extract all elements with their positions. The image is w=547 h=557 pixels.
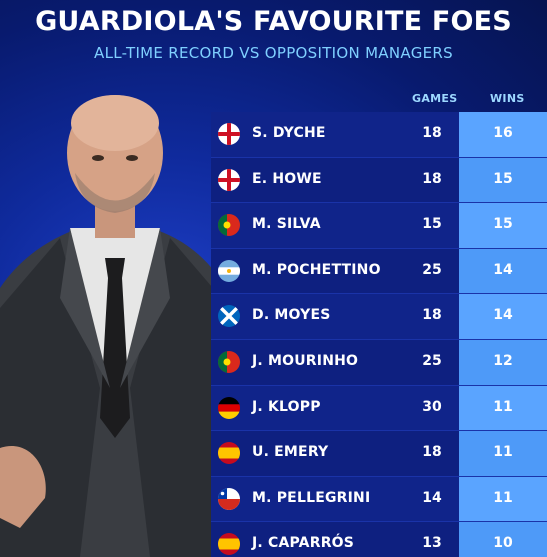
table-row: E. HOWE 18 15 bbox=[211, 156, 547, 203]
england-flag-icon bbox=[218, 168, 240, 191]
record-table: S. DYCHE 18 16 E. HOWE 18 15 M. SILVA 15… bbox=[211, 112, 547, 557]
manager-name: J. MOURINHO bbox=[252, 352, 359, 369]
games-value: 15 bbox=[422, 216, 442, 233]
table-row: M. PELLEGRINI 14 11 bbox=[211, 475, 547, 522]
wins-value: 16 bbox=[493, 125, 513, 141]
manager-name: M. PELLEGRINI bbox=[252, 489, 371, 506]
england-flag-icon bbox=[218, 123, 240, 145]
wins-value: 14 bbox=[493, 307, 513, 324]
table-row: J. CAPARRÓS 13 10 bbox=[211, 521, 547, 557]
spain-flag-icon bbox=[218, 533, 240, 556]
games-value: 18 bbox=[422, 170, 442, 187]
games-value: 13 bbox=[422, 535, 442, 552]
wins-cell: 16 bbox=[459, 112, 547, 157]
games-column-header: GAMES bbox=[412, 92, 458, 105]
table-row: J. KLOPP 30 11 bbox=[211, 384, 547, 431]
portugal-flag-icon bbox=[218, 214, 240, 237]
manager-name: U. EMERY bbox=[252, 444, 329, 461]
manager-name: M. POCHETTINO bbox=[252, 261, 381, 278]
wins-value: 11 bbox=[493, 398, 513, 415]
chile-flag-icon bbox=[218, 487, 240, 510]
wins-value: 15 bbox=[493, 216, 513, 233]
table-row: U. EMERY 18 11 bbox=[211, 430, 547, 476]
manager-name: S. DYCHE bbox=[252, 125, 326, 141]
table-row: D. MOYES 18 14 bbox=[211, 293, 547, 339]
manager-name: M. SILVA bbox=[252, 216, 321, 233]
wins-cell: 15 bbox=[459, 157, 547, 203]
wins-cell: 11 bbox=[459, 385, 547, 431]
argentina-flag-icon bbox=[218, 259, 240, 282]
wins-value: 14 bbox=[493, 261, 513, 278]
portugal-flag-icon bbox=[218, 350, 240, 373]
manager-name: J. KLOPP bbox=[252, 398, 321, 415]
wins-cell: 12 bbox=[459, 339, 547, 385]
wins-value: 11 bbox=[493, 444, 513, 461]
games-value: 30 bbox=[422, 398, 442, 415]
wins-value: 11 bbox=[493, 489, 513, 506]
wins-value: 12 bbox=[493, 352, 513, 369]
games-value: 25 bbox=[422, 261, 442, 278]
games-value: 18 bbox=[422, 444, 442, 461]
table-row: S. DYCHE 18 16 bbox=[211, 112, 547, 157]
wins-cell: 14 bbox=[459, 294, 547, 339]
table-row: M. POCHETTINO 25 14 bbox=[211, 247, 547, 294]
wins-cell: 11 bbox=[459, 476, 547, 522]
games-value: 25 bbox=[422, 352, 442, 369]
wins-cell: 14 bbox=[459, 248, 547, 294]
table-row: M. SILVA 15 15 bbox=[211, 202, 547, 248]
scotland-flag-icon bbox=[218, 305, 240, 328]
games-value: 14 bbox=[422, 489, 442, 506]
wins-cell: 11 bbox=[459, 431, 547, 476]
games-value: 18 bbox=[422, 125, 442, 141]
germany-flag-icon bbox=[218, 396, 240, 419]
wins-value: 10 bbox=[493, 535, 513, 552]
page-title: GUARDIOLA'S FAVOURITE FOES bbox=[35, 6, 512, 37]
wins-column-header: WINS bbox=[490, 92, 525, 105]
wins-cell: 15 bbox=[459, 203, 547, 248]
manager-name: J. CAPARRÓS bbox=[252, 535, 355, 552]
games-value: 18 bbox=[422, 307, 442, 324]
table-row: J. MOURINHO 25 12 bbox=[211, 338, 547, 385]
wins-cell: 10 bbox=[459, 522, 547, 557]
spain-flag-icon bbox=[218, 442, 240, 465]
manager-photo bbox=[0, 95, 230, 557]
manager-name: D. MOYES bbox=[252, 307, 331, 324]
manager-name: E. HOWE bbox=[252, 170, 322, 187]
wins-value: 15 bbox=[493, 170, 513, 187]
page-subtitle: ALL-TIME RECORD VS OPPOSITION MANAGERS bbox=[94, 44, 453, 62]
